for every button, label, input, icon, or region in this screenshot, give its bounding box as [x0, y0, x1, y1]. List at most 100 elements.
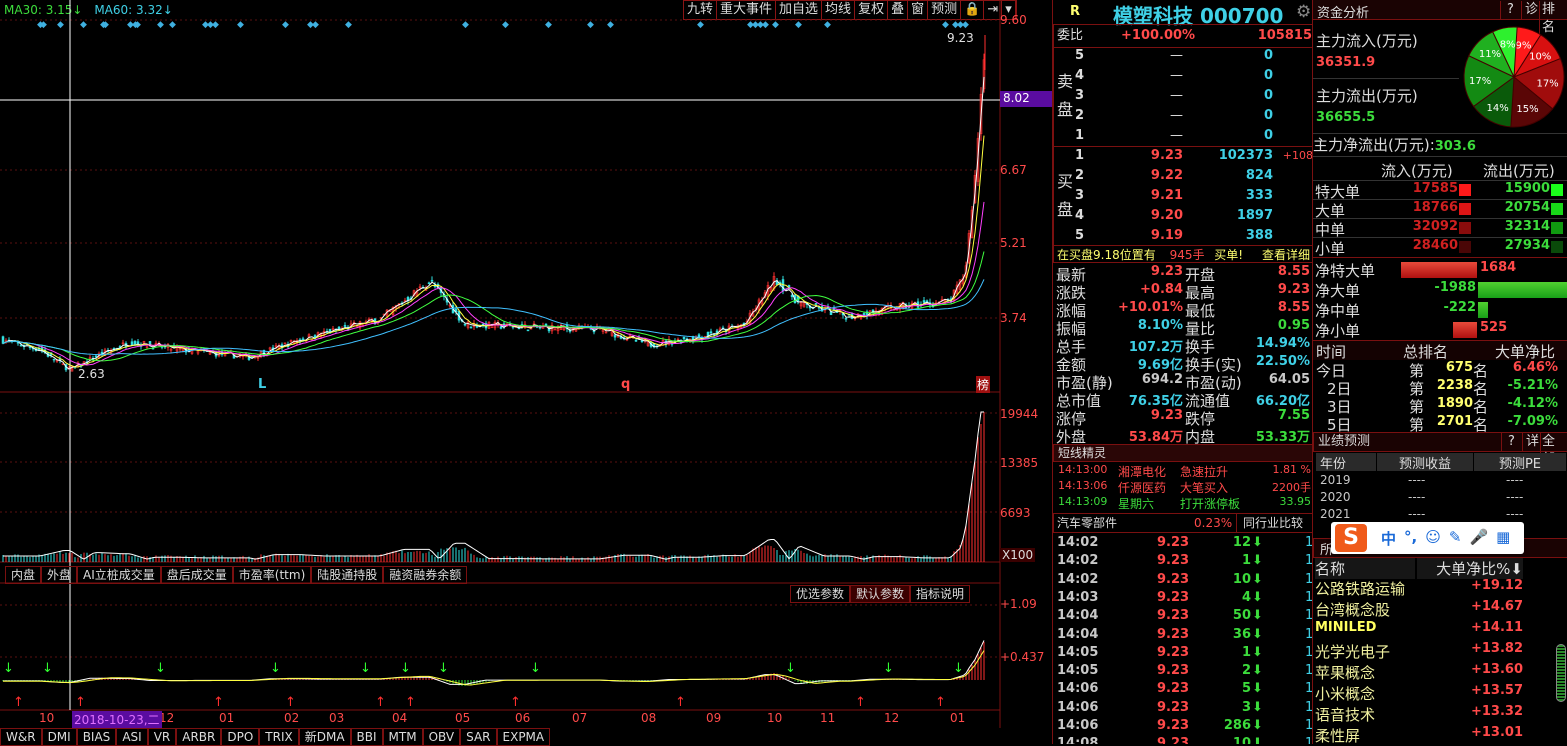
- event-marker-icon[interactable]: ◆: [212, 20, 219, 30]
- event-marker-icon[interactable]: ◆: [134, 20, 141, 30]
- forecast-detail-button[interactable]: 详: [1522, 433, 1542, 451]
- event-marker-icon[interactable]: ◆: [80, 20, 87, 30]
- event-marker-icon[interactable]: ◆: [747, 20, 754, 30]
- ime-item[interactable]: 🎤: [1469, 527, 1489, 546]
- dropdown-icon[interactable]: ▾: [1002, 1, 1016, 19]
- toolbar-button[interactable]: 重大事件: [717, 1, 777, 19]
- indicator-tab[interactable]: BIAS: [76, 728, 117, 746]
- gear-icon[interactable]: ⚙: [1296, 2, 1312, 22]
- event-marker-icon[interactable]: ◆: [100, 20, 107, 30]
- view-detail-link[interactable]: 查看详细: [1261, 248, 1310, 262]
- event-marker-icon[interactable]: ◆: [762, 20, 769, 30]
- event-marker-icon[interactable]: ◆: [37, 20, 44, 30]
- sub-tab[interactable]: 陆股通持股: [311, 566, 384, 584]
- event-marker-icon[interactable]: ◆: [282, 20, 289, 30]
- event-marker-icon[interactable]: ◆: [795, 20, 802, 30]
- event-marker-icon[interactable]: ◆: [952, 20, 959, 30]
- sector-name[interactable]: 柔性屏: [1315, 727, 1361, 745]
- param-button[interactable]: 优选参数: [790, 585, 851, 603]
- toolbar-button[interactable]: 窗: [908, 1, 929, 19]
- rank-badge[interactable]: 榜: [976, 376, 991, 393]
- ranking-button[interactable]: 排名: [1539, 1, 1567, 37]
- sector-name[interactable]: 小米概念: [1315, 685, 1376, 703]
- event-marker-icon[interactable]: ◆: [824, 20, 831, 30]
- sub-tab[interactable]: 内盘: [5, 566, 42, 584]
- sector-name[interactable]: 语音技术: [1315, 706, 1376, 724]
- sector-name[interactable]: 公路铁路运输: [1315, 580, 1406, 598]
- indicator-tab[interactable]: EXPMA: [496, 728, 551, 746]
- sector-name[interactable]: 台湾概念股: [1315, 601, 1391, 619]
- event-marker-icon[interactable]: ◆: [545, 20, 552, 30]
- ime-item[interactable]: ☺: [1425, 527, 1441, 546]
- indicator-tab[interactable]: ARBR: [176, 728, 222, 746]
- ime-item[interactable]: °,: [1404, 527, 1418, 546]
- param-button[interactable]: 指标说明: [910, 585, 971, 603]
- event-marker-icon[interactable]: ◆: [697, 20, 704, 30]
- ime-item[interactable]: ✎: [1448, 527, 1462, 546]
- sub-tab[interactable]: 融资融券余额: [383, 566, 468, 584]
- event-marker-icon[interactable]: ◆: [57, 20, 64, 30]
- toolbar-button[interactable]: 加自选: [776, 1, 823, 19]
- forecast-help-button[interactable]: ?: [1501, 433, 1521, 451]
- sector-head-ratio[interactable]: 大单净比%⬇: [1417, 558, 1523, 579]
- event-marker-icon[interactable]: ◆: [127, 20, 134, 30]
- event-marker-icon[interactable]: ◆: [237, 20, 244, 30]
- lock-icon[interactable]: 🔒: [961, 1, 985, 19]
- toolbar-button[interactable]: 均线: [822, 1, 856, 19]
- event-marker-icon[interactable]: ◆: [942, 20, 949, 30]
- event-marker-icon[interactable]: ◆: [307, 20, 314, 30]
- indicator-tab[interactable]: DMI: [41, 728, 77, 746]
- toolbar-button[interactable]: 九转: [684, 1, 718, 19]
- event-marker-icon[interactable]: ◆: [757, 20, 764, 30]
- elf-stock[interactable]: 星期六: [1118, 497, 1155, 511]
- sub-tab[interactable]: 市盈率(ttm): [232, 566, 312, 584]
- event-marker-icon[interactable]: ◆: [169, 20, 176, 30]
- sector-name[interactable]: 光学光电子: [1315, 643, 1391, 661]
- event-marker-icon[interactable]: ◆: [962, 20, 969, 30]
- tick-list[interactable]: 14:02 9.23 12 ⬇ 1 14:02 9.23 1 ⬇ 1 14:02 9.23 10 ⬇ 1 14…: [1053, 535, 1313, 744]
- event-marker-icon[interactable]: ◆: [157, 20, 164, 30]
- exit-icon[interactable]: ⇥: [984, 1, 1003, 19]
- sector-name[interactable]: 苹果概念: [1315, 664, 1376, 682]
- param-button[interactable]: 默认参数: [850, 585, 911, 603]
- indicator-tab[interactable]: VR: [147, 728, 177, 746]
- event-marker-icon[interactable]: ◆: [772, 20, 779, 30]
- toolbar-button[interactable]: 预测: [928, 1, 962, 19]
- event-marker-icon[interactable]: ◆: [607, 20, 614, 30]
- event-marker-icon[interactable]: ◆: [40, 20, 47, 30]
- sub-tab[interactable]: AI立桩成交量: [77, 566, 161, 584]
- indicator-tab[interactable]: SAR: [460, 728, 497, 746]
- event-marker-icon[interactable]: ◆: [312, 20, 319, 30]
- mark-q[interactable]: q: [621, 377, 631, 392]
- sogou-logo-icon[interactable]: S: [1335, 524, 1367, 552]
- toolbar-button[interactable]: 复权: [855, 1, 889, 19]
- indicator-tab[interactable]: ASI: [116, 728, 148, 746]
- event-marker-icon[interactable]: ◆: [102, 20, 109, 30]
- indicator-tab[interactable]: BBI: [350, 728, 383, 746]
- event-marker-icon[interactable]: ◆: [132, 20, 139, 30]
- indicator-tab[interactable]: MTM: [382, 728, 423, 746]
- sub-tab[interactable]: 外盘: [41, 566, 78, 584]
- event-marker-icon[interactable]: ◆: [345, 20, 352, 30]
- ime-toolbar[interactable]: S 中 °, ☺ ✎ 🎤 ▦: [1331, 522, 1524, 554]
- sector-name[interactable]: MINILED: [1315, 620, 1377, 635]
- ime-item[interactable]: ▦: [1496, 527, 1511, 546]
- diagnose-button[interactable]: 诊: [1521, 1, 1541, 19]
- event-marker-icon[interactable]: ◆: [202, 20, 209, 30]
- indicator-tab[interactable]: TRIX: [259, 728, 299, 746]
- indicator-tab[interactable]: OBV: [422, 728, 461, 746]
- scrollbar[interactable]: [1556, 644, 1566, 702]
- ime-item[interactable]: 中: [1381, 529, 1397, 548]
- help-button[interactable]: ?: [1500, 1, 1520, 19]
- indicator-tab[interactable]: 新DMA: [298, 728, 351, 746]
- event-marker-icon[interactable]: ◆: [207, 20, 214, 30]
- mark-L[interactable]: L: [258, 377, 267, 392]
- industry-compare-button[interactable]: 同行业比较: [1236, 514, 1303, 532]
- elf-stock[interactable]: 湘潭电化: [1118, 465, 1167, 479]
- indicator-tab[interactable]: W&R: [0, 728, 42, 746]
- event-marker-icon[interactable]: ◆: [462, 20, 469, 30]
- event-marker-icon[interactable]: ◆: [957, 20, 964, 30]
- kline-chart-area[interactable]: MA30: 3.15↓ MA60: 3.32↓ 九转 重大事件 加自选 均线 复权叠窗预…: [0, 0, 1052, 746]
- event-marker-icon[interactable]: ◆: [752, 20, 759, 30]
- elf-stock[interactable]: 仟源医药: [1118, 481, 1167, 495]
